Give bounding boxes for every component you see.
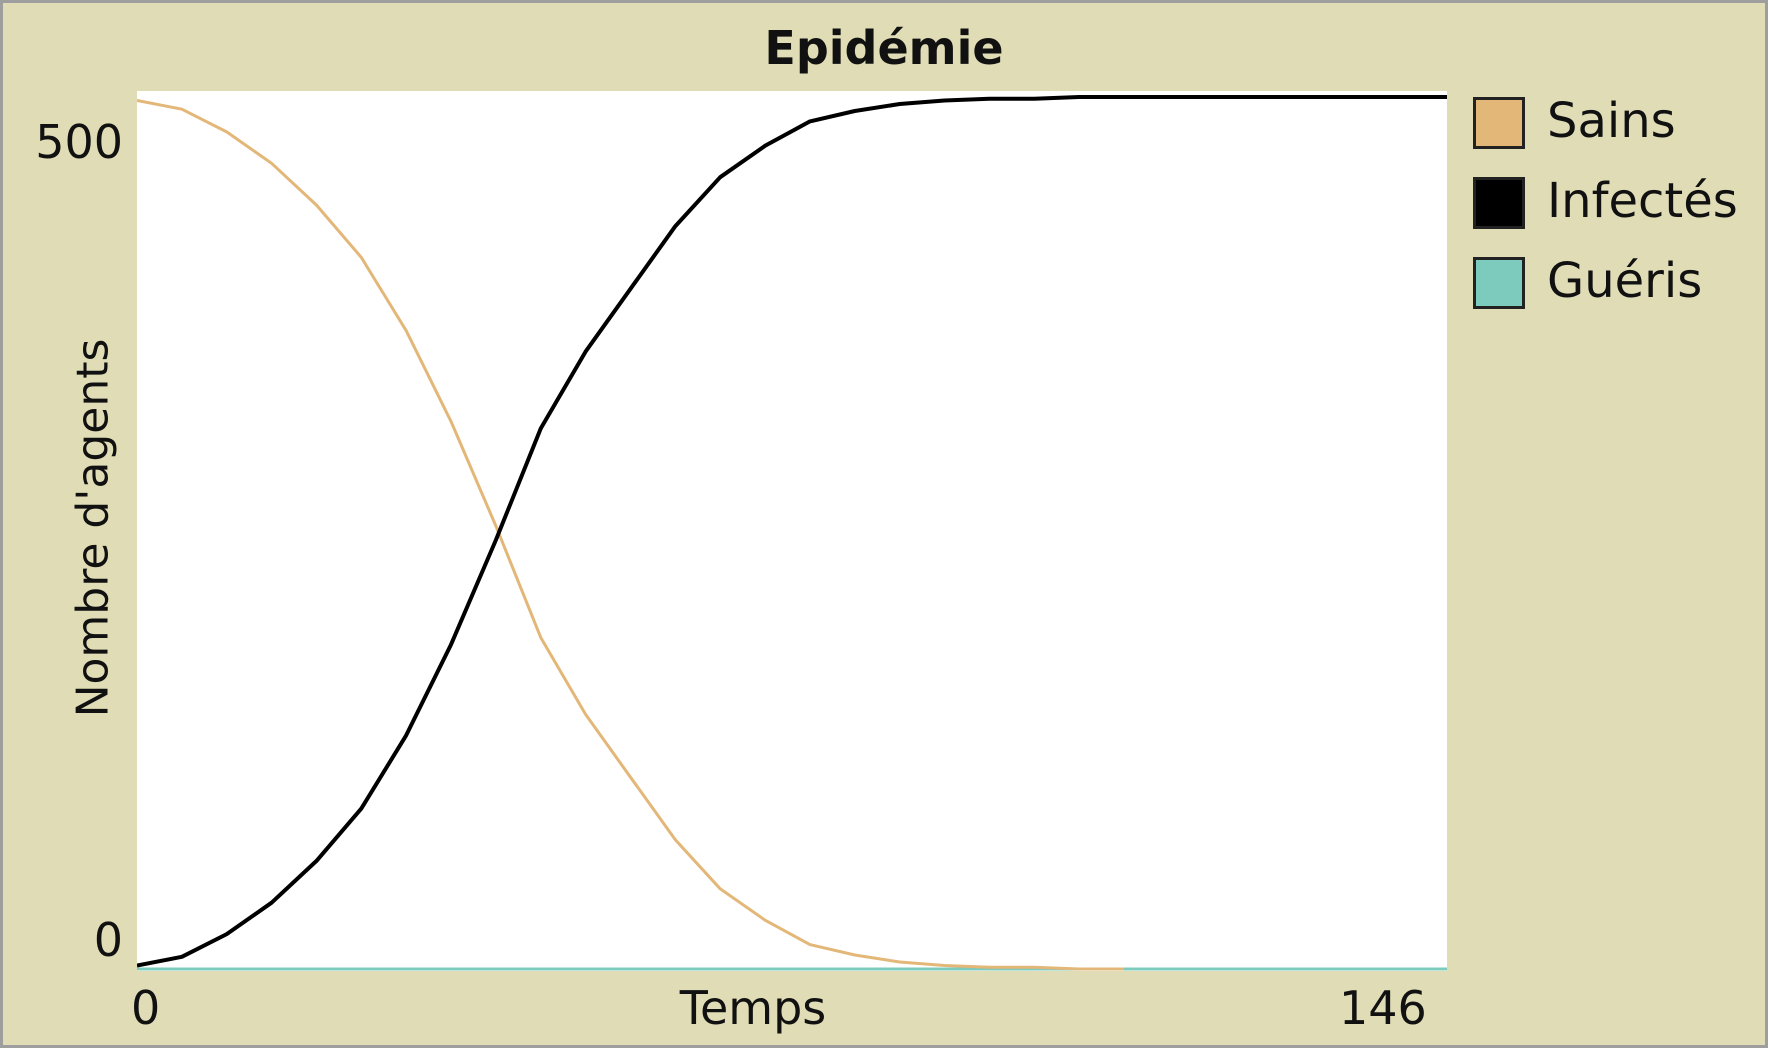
legend-label-gueris: Guéris <box>1547 253 1703 309</box>
x-axis-label: Temps <box>679 981 827 1035</box>
plot-area <box>137 91 1447 971</box>
y-tick-max: 500 <box>35 115 123 169</box>
legend-swatch-sains <box>1473 97 1525 149</box>
series-line-infectes <box>137 95 1447 968</box>
x-tick-min: 0 <box>131 981 161 1035</box>
legend: Sains Infectés Guéris <box>1471 93 1761 333</box>
legend-label-infectes: Infectés <box>1547 173 1738 229</box>
legend-swatch-gueris <box>1473 257 1525 309</box>
series-line-sains <box>137 99 1124 971</box>
legend-label-sains: Sains <box>1547 93 1676 149</box>
legend-item-infectes: Infectés <box>1471 173 1761 253</box>
chart-title: Epidémie <box>764 21 1004 75</box>
y-tick-min: 0 <box>93 913 123 967</box>
plot-canvas <box>137 95 1447 971</box>
y-axis-label: Nombre d'agents <box>67 338 119 718</box>
x-tick-max: 146 <box>1339 981 1427 1035</box>
legend-item-sains: Sains <box>1471 93 1761 173</box>
legend-item-gueris: Guéris <box>1471 253 1761 333</box>
legend-swatch-infectes <box>1473 177 1525 229</box>
